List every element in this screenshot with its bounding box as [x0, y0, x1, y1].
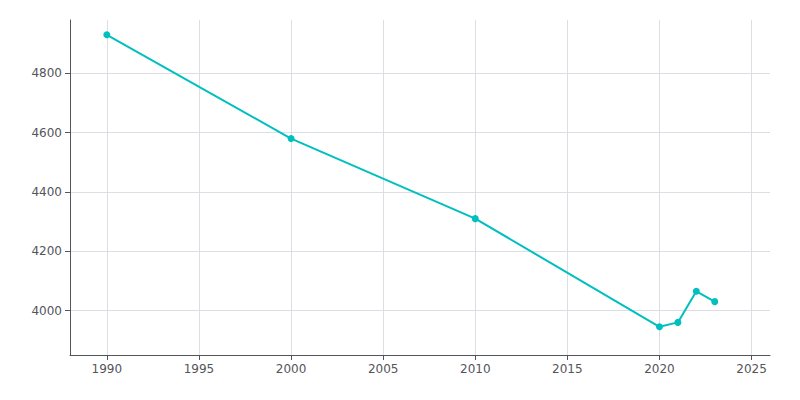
svg-text:2010: 2010 [460, 362, 491, 376]
svg-text:4000: 4000 [31, 304, 62, 318]
svg-text:4800: 4800 [31, 66, 62, 80]
svg-text:2005: 2005 [368, 362, 399, 376]
svg-text:1990: 1990 [92, 362, 123, 376]
svg-text:4600: 4600 [31, 126, 62, 140]
svg-text:2015: 2015 [552, 362, 583, 376]
svg-text:2025: 2025 [736, 362, 767, 376]
svg-text:4200: 4200 [31, 244, 62, 258]
svg-text:4400: 4400 [31, 185, 62, 199]
svg-text:2020: 2020 [644, 362, 675, 376]
svg-text:2000: 2000 [276, 362, 307, 376]
svg-text:1995: 1995 [184, 362, 215, 376]
